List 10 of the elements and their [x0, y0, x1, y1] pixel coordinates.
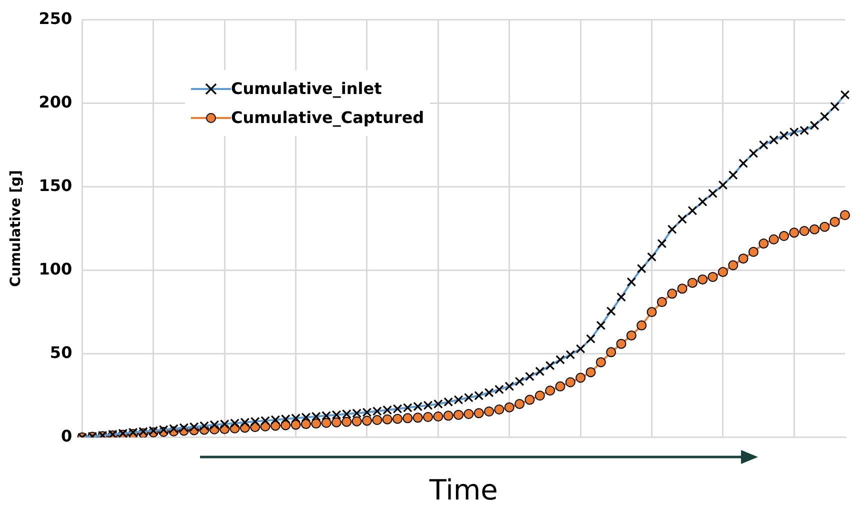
x-axis-title: Time: [428, 473, 498, 506]
legend-label: Cumulative_Captured: [231, 108, 424, 127]
y-tick-label: 0: [61, 426, 72, 446]
y-tick-label: 150: [38, 176, 72, 195]
legend-label: Cumulative_inlet: [231, 79, 382, 98]
y-tick-label: 200: [38, 92, 72, 112]
y-axis-title: Cumulative [g]: [8, 170, 24, 287]
y-tick-label: 50: [50, 342, 72, 362]
y-tick-label: 250: [38, 8, 72, 28]
y-tick-label: 100: [38, 259, 72, 278]
